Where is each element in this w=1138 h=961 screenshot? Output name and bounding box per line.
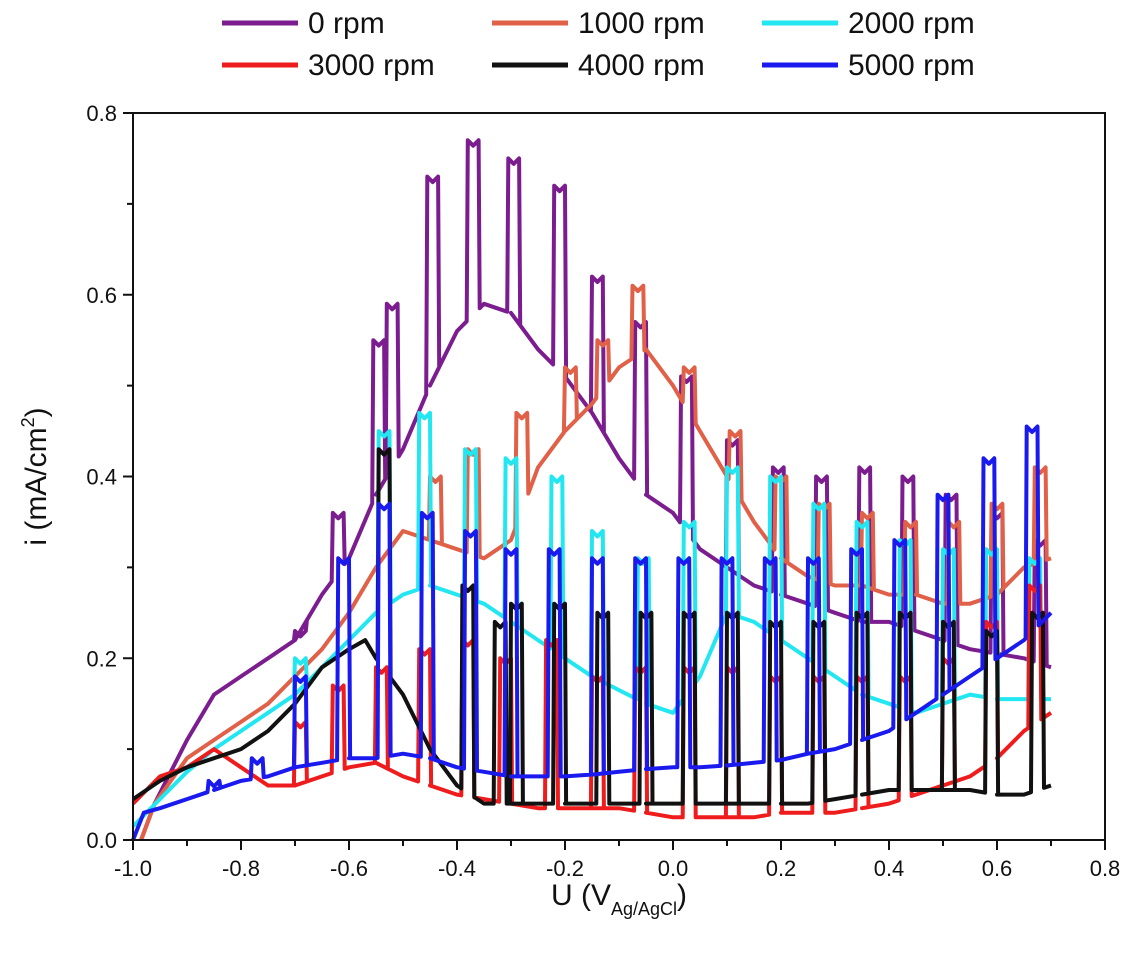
x-tick-label: 0.2 — [766, 856, 797, 881]
x-tick-label: -0.6 — [330, 856, 368, 881]
axis-layer: -1.0 -0.8 -0.6 -0.4 -0.2 0.0 0.2 0.4 0.6 0.8 0.0 0.… — [86, 101, 1120, 881]
plot-frame — [132, 112, 1106, 841]
x-tick-label: 0.0 — [658, 856, 689, 881]
y-tick-label: 0.8 — [86, 101, 117, 126]
legend-label-2: 2000 rpm — [848, 7, 975, 40]
legend-label-3: 3000 rpm — [308, 49, 435, 82]
legend-label-0: 0 rpm — [308, 7, 385, 40]
series-line-5 — [131, 424, 1053, 841]
legend-label-4: 4000 rpm — [578, 49, 705, 82]
x-axis-title-sub: Ag/AgCl — [611, 899, 677, 919]
x-axis-title-main: U (V — [551, 879, 611, 912]
y-tick-label: 0.4 — [86, 465, 117, 490]
y-axis-title-sup: 2 — [18, 417, 38, 427]
series-line-4 — [131, 447, 1052, 806]
x-tick-label: 0.8 — [1090, 856, 1121, 881]
x-tick-label: -1.0 — [114, 856, 152, 881]
series-layer — [131, 138, 1053, 841]
y-axis-title-main: i (mA/cm — [20, 427, 53, 545]
x-tick-label: -0.4 — [438, 856, 476, 881]
legend-label-5: 5000 rpm — [848, 49, 975, 82]
legend-label-1: 1000 rpm — [578, 7, 705, 40]
y-tick-label: 0.2 — [86, 646, 117, 671]
y-tick-label: 0.6 — [86, 283, 117, 308]
x-tick-label: 0.4 — [874, 856, 905, 881]
x-axis-title: U (VAg/AgCl) — [551, 879, 687, 919]
y-axis-title: i (mA/cm2) — [18, 407, 53, 545]
legend: 0 rpm 1000 rpm 2000 rpm 3000 rpm 4000 rpm 500… — [222, 7, 975, 82]
series-line-0 — [139, 138, 1052, 841]
y-tick-label: 0.0 — [86, 828, 117, 853]
x-tick-label: 0.6 — [982, 856, 1013, 881]
x-tick-label: -0.2 — [546, 856, 584, 881]
y-axis-title-close: ) — [20, 407, 53, 417]
x-tick-label: -0.8 — [222, 856, 260, 881]
x-axis-title-close: ) — [677, 879, 687, 912]
